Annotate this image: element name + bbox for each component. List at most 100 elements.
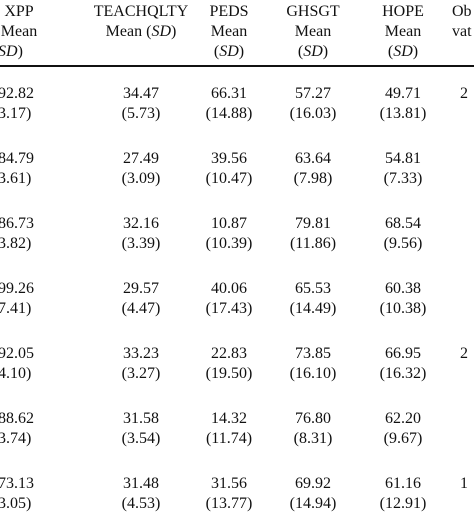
cell-mean: 76.80 (295, 410, 331, 427)
cell-mean: 33.23 (123, 345, 159, 362)
table-cell: 69.92 (14.94) (283, 474, 343, 514)
cell-sd: (11.86) (289, 235, 337, 252)
col-header-mean: Mean (384, 23, 422, 40)
table-cell: 73.13 3.05) (0, 474, 46, 514)
col-header-peds: PEDS Mean (SD) (200, 2, 258, 62)
cell-sd: (3.39) (121, 235, 161, 252)
cell-mean: 63.64 (295, 150, 331, 167)
cell-mean: 79.81 (295, 215, 331, 232)
cell-sd: (5.73) (121, 105, 161, 122)
cell-sd: (16.10) (289, 365, 337, 382)
cell-sd: 3.61) (0, 170, 32, 187)
cell-mean: 88.62 (0, 410, 34, 427)
cell-mean: 31.58 (123, 410, 159, 427)
cell-sd: (12.91) (379, 495, 427, 512)
col-header-ghsgt: GHSGT Mean (SD) (283, 2, 343, 62)
table-cell: 33.23 (3.27) (86, 344, 196, 384)
col-header-mean: Mean (105, 23, 143, 40)
col-header-mean: Mean (210, 23, 248, 40)
cell-mean: 22.83 (211, 345, 247, 362)
cell-mean: 61.16 (385, 475, 421, 492)
cell-sd: (19.50) (205, 365, 253, 382)
cell-mean: 86.73 (0, 215, 34, 232)
cell-sd: (3.54) (121, 430, 161, 447)
table-cell: 39.56 (10.47) (200, 149, 258, 189)
cell-sd: (14.88) (205, 105, 253, 122)
cell-mean: 84.79 (0, 150, 34, 167)
cell-mean: 39.56 (211, 150, 247, 167)
cell-mean: 14.32 (211, 410, 247, 427)
table-cell: 92.82 3.17) (0, 84, 46, 124)
col-header-sd: SD (151, 23, 171, 40)
table-cell: 29.57 (4.47) (86, 279, 196, 319)
col-header-sd: SD (0, 43, 18, 60)
cell-mean: 65.53 (295, 280, 331, 297)
table-cell: 22.83 (19.50) (200, 344, 258, 384)
table-cell: 65.53 (14.49) (283, 279, 343, 319)
table-cell: 49.71 (13.81) (374, 84, 432, 124)
cell-sd: (16.03) (289, 105, 337, 122)
cell-sd: (9.56) (383, 235, 423, 252)
cell-sd: 3.17) (0, 105, 32, 122)
table-cell: 86.73 3.82) (0, 214, 46, 254)
cell-mean: 1 (460, 475, 468, 492)
col-header-name: HOPE (382, 3, 424, 20)
cell-mean: 73.85 (295, 345, 331, 362)
table-cell: 31.58 (3.54) (86, 409, 196, 449)
cell-sd: (16.32) (379, 365, 427, 382)
cell-sd: (3.09) (121, 170, 161, 187)
col-header-sub: vat (452, 23, 472, 40)
col-header-xpp: XPP Mean SD) (0, 2, 46, 62)
table-cell: 84.79 3.61) (0, 149, 46, 189)
table-cell: 14.32 (11.74) (200, 409, 258, 449)
table-cell: 57.27 (16.03) (283, 84, 343, 124)
col-header-name: Ob (452, 3, 472, 20)
cell-sd: (4.53) (121, 495, 161, 512)
cell-mean: 32.16 (123, 215, 159, 232)
col-header-mean: Mean (294, 23, 332, 40)
table-cell: 66.95 (16.32) (374, 344, 432, 384)
col-header-name: PEDS (209, 3, 249, 20)
cell-mean: 40.06 (211, 280, 247, 297)
table-cell: 34.47 (5.73) (86, 84, 196, 124)
table-cell: 27.49 (3.09) (86, 149, 196, 189)
cell-sd: (14.94) (289, 495, 337, 512)
cell-sd: 3.82) (0, 235, 32, 252)
table-cell: 10.87 (10.39) (200, 214, 258, 254)
table-cell: 31.48 (4.53) (86, 474, 196, 514)
table-cell: 32.16 (3.39) (86, 214, 196, 254)
col-header-hope: HOPE Mean (SD) (374, 2, 432, 62)
cell-mean: 69.92 (295, 475, 331, 492)
cell-mean: 54.81 (385, 150, 421, 167)
cell-sd: 7.41) (0, 300, 32, 317)
cell-mean: 92.82 (0, 85, 34, 102)
cell-mean: 73.13 (0, 475, 34, 492)
cell-mean: 10.87 (211, 215, 247, 232)
cell-mean: 66.95 (385, 345, 421, 362)
cell-mean: 2 (460, 85, 468, 102)
col-header-teachqlty: TEACHQLTY Mean (SD) (86, 2, 196, 42)
table-cell: 79.81 (11.86) (283, 214, 343, 254)
cell-mean: 31.48 (123, 475, 159, 492)
col-header-sd: SD (303, 43, 323, 60)
cell-sd: (17.43) (205, 300, 253, 317)
cell-mean: 31.56 (211, 475, 247, 492)
table-cell: 31.56 (13.77) (200, 474, 258, 514)
cell-sd: (7.98) (293, 170, 333, 187)
cell-sd: (8.31) (293, 430, 333, 447)
table-cell: 60.38 (10.38) (374, 279, 432, 319)
cell-sd: (4.47) (121, 300, 161, 317)
cell-sd: (7.33) (383, 170, 423, 187)
cell-sd: 3.74) (0, 430, 32, 447)
cell-mean: 27.49 (123, 150, 159, 167)
header-rule (0, 65, 474, 67)
table-cell: 2 (460, 84, 474, 104)
cell-sd: 4.10) (0, 365, 32, 382)
table-cell: 99.26 7.41) (0, 279, 46, 319)
cell-sd: (13.81) (379, 105, 427, 122)
cell-mean: 57.27 (295, 85, 331, 102)
cell-sd: 3.05) (0, 495, 32, 512)
col-header-name: TEACHQLTY (93, 3, 189, 20)
cell-mean: 60.38 (385, 280, 421, 297)
